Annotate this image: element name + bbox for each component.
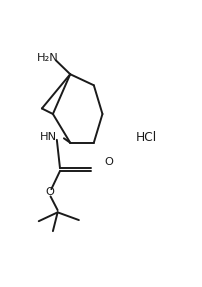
Text: H₂N: H₂N	[36, 53, 58, 63]
Text: HCl: HCl	[135, 131, 156, 144]
Text: O: O	[104, 156, 112, 166]
Text: HN: HN	[40, 132, 57, 142]
Text: O: O	[45, 187, 54, 197]
